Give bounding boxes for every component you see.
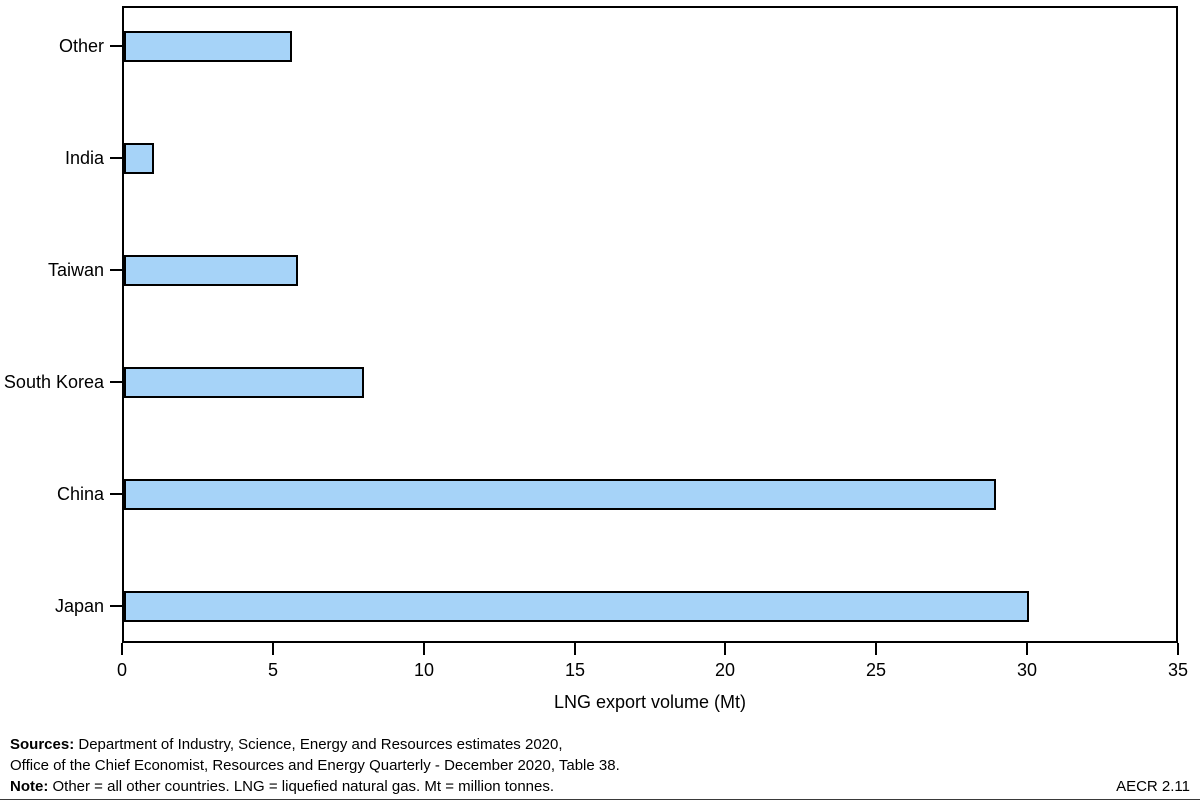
- y-tick-china: [110, 493, 122, 495]
- x-tick-35: [1177, 643, 1179, 655]
- x-axis-title: LNG export volume (Mt): [553, 692, 747, 712]
- footer-notes: Sources: Department of Industry, Science…: [10, 734, 1010, 797]
- y-label-other: Other: [58, 36, 104, 56]
- bar-taiwan: [124, 255, 298, 286]
- x-tick-0: [121, 643, 123, 655]
- y-tick-south-korea: [110, 381, 122, 383]
- y-label-india: India: [64, 148, 104, 168]
- bar-china: [124, 479, 996, 510]
- x-tick-label-15: 15: [564, 660, 586, 680]
- y-tick-india: [110, 157, 122, 159]
- x-tick-label-10: 10: [413, 660, 435, 680]
- x-tick-label-25: 25: [865, 660, 887, 680]
- y-label-taiwan: Taiwan: [47, 260, 104, 280]
- y-tick-other: [110, 45, 122, 47]
- y-tick-japan: [110, 605, 122, 607]
- x-tick-25: [875, 643, 877, 655]
- note-line: Note: Other = all other countries. LNG =…: [10, 776, 1010, 797]
- x-tick-label-35: 35: [1167, 660, 1189, 680]
- bar-south-korea: [124, 367, 364, 398]
- y-tick-taiwan: [110, 269, 122, 271]
- x-tick-20: [724, 643, 726, 655]
- x-tick-30: [1026, 643, 1028, 655]
- x-tick-15: [574, 643, 576, 655]
- note-text: Other = all other countries. LNG = lique…: [48, 778, 555, 795]
- bottom-rule: [0, 799, 1200, 800]
- x-tick-label-0: 0: [116, 660, 127, 680]
- sources-text: Department of Industry, Science, Energy …: [74, 736, 563, 753]
- bar-india: [124, 143, 154, 174]
- x-tick-5: [272, 643, 274, 655]
- x-tick-label-20: 20: [714, 660, 736, 680]
- x-tick-label-30: 30: [1016, 660, 1038, 680]
- x-tick-label-5: 5: [267, 660, 278, 680]
- sources-line-2: Office of the Chief Economist, Resources…: [10, 757, 620, 774]
- y-label-china: China: [56, 484, 104, 504]
- plot-area: [122, 6, 1178, 643]
- y-label-south-korea: South Korea: [3, 372, 104, 392]
- note-label: Note:: [10, 778, 49, 795]
- bar-other: [124, 31, 292, 62]
- y-label-japan: Japan: [54, 596, 104, 616]
- bar-japan: [124, 591, 1029, 622]
- sources-label: Sources:: [10, 736, 75, 753]
- sources-line-1: Sources: Department of Industry, Science…: [10, 734, 1010, 755]
- figure-reference: AECR 2.11: [1116, 778, 1190, 795]
- x-tick-10: [423, 643, 425, 655]
